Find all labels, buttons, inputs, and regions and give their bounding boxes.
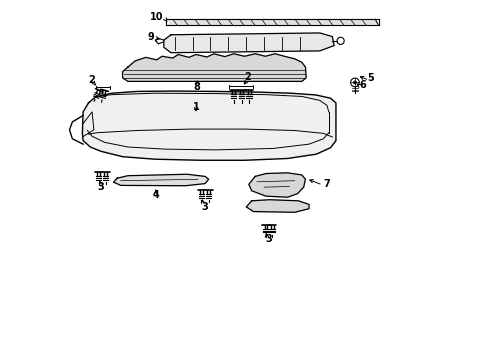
Text: 4: 4: [152, 190, 159, 200]
Polygon shape: [246, 200, 308, 212]
Text: 2: 2: [244, 72, 251, 82]
Polygon shape: [163, 33, 333, 53]
Text: 5: 5: [366, 73, 373, 83]
Text: 8: 8: [193, 82, 200, 92]
Text: 3: 3: [264, 234, 271, 244]
Text: 2: 2: [88, 75, 95, 85]
Text: 9: 9: [147, 32, 154, 41]
Polygon shape: [82, 91, 335, 160]
Polygon shape: [113, 174, 208, 186]
Text: 1: 1: [192, 102, 199, 112]
Text: 10: 10: [150, 12, 163, 22]
Text: 7: 7: [322, 179, 329, 189]
Text: 6: 6: [359, 80, 366, 90]
Polygon shape: [248, 173, 305, 197]
Polygon shape: [122, 54, 305, 81]
Text: 3: 3: [201, 202, 207, 212]
Circle shape: [353, 81, 355, 84]
Polygon shape: [169, 19, 375, 25]
Text: 3: 3: [98, 182, 104, 192]
